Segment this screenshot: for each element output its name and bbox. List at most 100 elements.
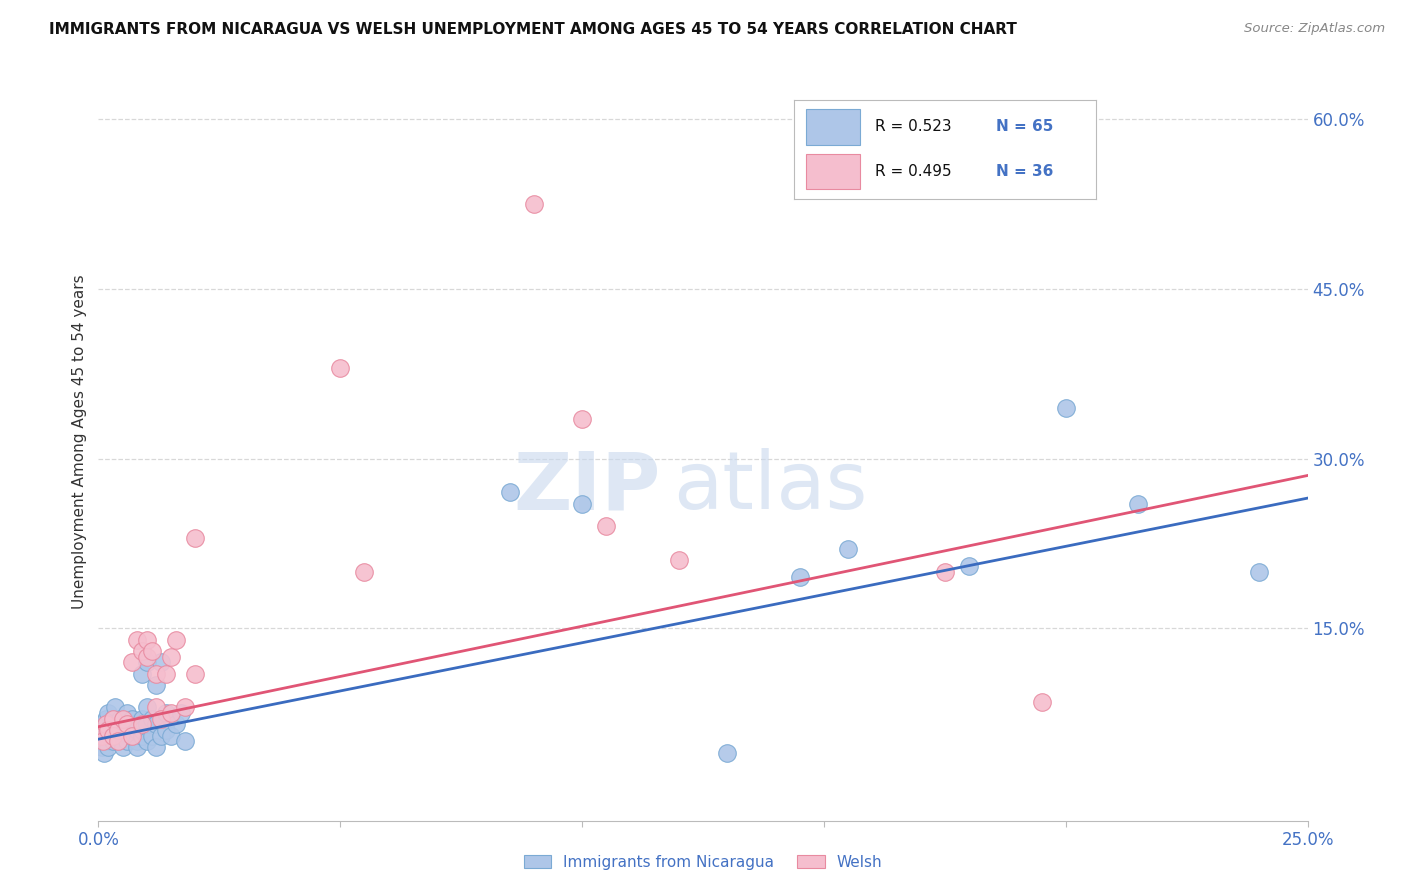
Point [101, 729, 124, 743]
Point [135, 632, 157, 647]
Point [150, 729, 173, 743]
Point [184, 531, 207, 545]
Point [117, 706, 139, 720]
Point [595, 519, 617, 533]
Point [131, 644, 153, 658]
Point [141, 712, 163, 726]
Point [111, 740, 134, 755]
Point [145, 717, 167, 731]
Point [91, 734, 114, 748]
Point [101, 712, 124, 726]
Point [135, 717, 157, 731]
Point [91, 723, 114, 738]
Point [93, 746, 115, 760]
Point [107, 717, 129, 731]
Point [101, 723, 124, 738]
Point [91, 729, 114, 743]
Point [101, 712, 124, 726]
Point [101, 729, 124, 743]
Point [184, 666, 207, 681]
Point [160, 649, 183, 664]
Point [117, 723, 139, 738]
Point [97, 706, 120, 720]
Point [135, 649, 157, 664]
Point [145, 666, 167, 681]
Point [97, 723, 120, 738]
Point [329, 361, 352, 376]
Point [101, 734, 124, 748]
Point [155, 666, 177, 681]
Point [121, 655, 143, 669]
Point [1128, 497, 1150, 511]
Point [97, 734, 120, 748]
Point [104, 700, 127, 714]
Point [107, 734, 129, 748]
Point [111, 712, 134, 726]
Point [117, 717, 139, 731]
Point [789, 570, 811, 584]
Point [141, 644, 163, 658]
Point [155, 706, 177, 720]
Point [91, 734, 114, 748]
Point [145, 700, 167, 714]
Text: atlas: atlas [672, 448, 868, 526]
Point [91, 740, 114, 755]
Point [1054, 401, 1077, 415]
Point [145, 678, 167, 692]
Point [571, 497, 593, 511]
Point [668, 553, 690, 567]
Point [135, 655, 157, 669]
Point [107, 723, 129, 738]
Text: IMMIGRANTS FROM NICARAGUA VS WELSH UNEMPLOYMENT AMONG AGES 45 TO 54 YEARS CORREL: IMMIGRANTS FROM NICARAGUA VS WELSH UNEMP… [49, 22, 1017, 37]
Point [174, 700, 197, 714]
Point [523, 197, 546, 211]
Point [716, 746, 738, 760]
Text: Source: ZipAtlas.com: Source: ZipAtlas.com [1244, 22, 1385, 36]
Point [97, 723, 120, 738]
Text: ZIP: ZIP [513, 448, 661, 526]
Point [160, 706, 183, 720]
Point [131, 729, 153, 743]
Point [131, 723, 153, 738]
Point [135, 700, 157, 714]
Point [127, 740, 149, 755]
Point [160, 729, 183, 743]
Point [145, 740, 167, 755]
Point [100, 717, 122, 731]
Point [165, 717, 187, 731]
Y-axis label: Unemployment Among Ages 45 to 54 years: Unemployment Among Ages 45 to 54 years [72, 274, 87, 609]
Point [127, 723, 149, 738]
Point [141, 729, 163, 743]
Point [98, 729, 121, 743]
Point [127, 632, 149, 647]
Point [571, 412, 593, 426]
Point [155, 723, 177, 738]
Point [131, 712, 153, 726]
Point [131, 717, 153, 731]
Point [165, 632, 187, 647]
Point [121, 712, 143, 726]
Point [108, 712, 131, 726]
Point [111, 717, 134, 731]
Point [934, 565, 956, 579]
Point [121, 729, 143, 743]
Point [94, 717, 117, 731]
Point [91, 717, 114, 731]
Point [97, 740, 120, 755]
Point [1249, 565, 1271, 579]
Point [121, 717, 143, 731]
Point [1031, 695, 1053, 709]
Point [90, 729, 112, 743]
Point [127, 734, 149, 748]
Point [111, 729, 134, 743]
Legend: Immigrants from Nicaragua, Welsh: Immigrants from Nicaragua, Welsh [516, 847, 890, 878]
Point [121, 729, 143, 743]
Point [353, 565, 375, 579]
Point [117, 734, 139, 748]
Point [94, 712, 117, 726]
Point [94, 729, 117, 743]
Point [150, 712, 173, 726]
Point [169, 706, 191, 720]
Point [174, 734, 197, 748]
Point [107, 734, 129, 748]
